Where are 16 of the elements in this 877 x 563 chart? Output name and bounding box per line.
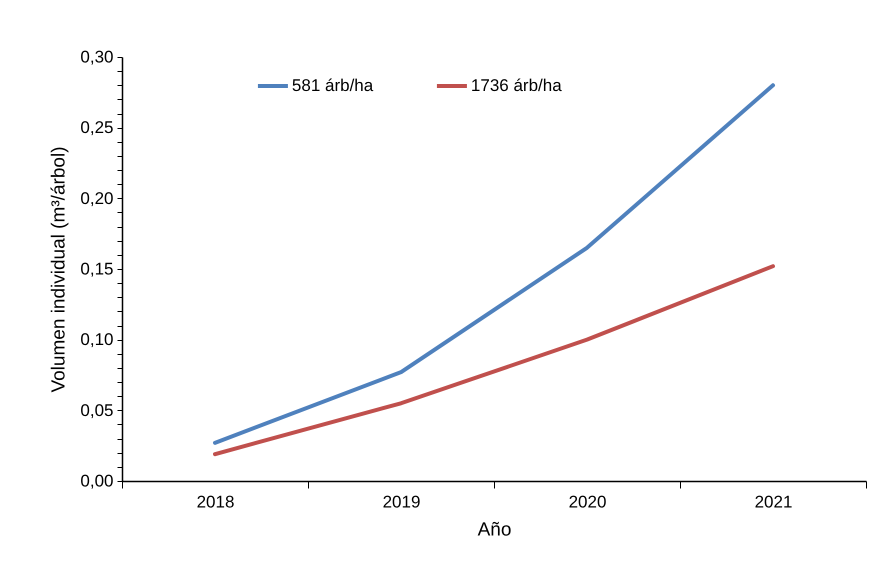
y-tick-label: 0,00 xyxy=(80,472,114,490)
y-tick-label: 0,25 xyxy=(80,118,114,138)
x-tick-label: 2020 xyxy=(568,492,606,512)
y-tick-label: 0,15 xyxy=(80,260,114,278)
y-axis-title: Volumen individual (m³/árbol) xyxy=(48,146,70,393)
x-tick-label: 2019 xyxy=(382,492,420,512)
y-tick-label: 0,10 xyxy=(80,330,114,350)
legend-label: 1736 árb/ha xyxy=(470,76,562,95)
line-series xyxy=(213,264,775,456)
legend-label: 581 árb/ha xyxy=(292,76,374,95)
y-tick-label: 0,30 xyxy=(80,48,114,66)
x-tick-label: 2021 xyxy=(754,492,792,512)
x-tick-label: 2018 xyxy=(196,492,234,512)
x-axis-title: Año xyxy=(478,520,512,540)
y-tick-label: 0,20 xyxy=(80,188,114,208)
y-tick-label: 0,05 xyxy=(80,400,114,420)
